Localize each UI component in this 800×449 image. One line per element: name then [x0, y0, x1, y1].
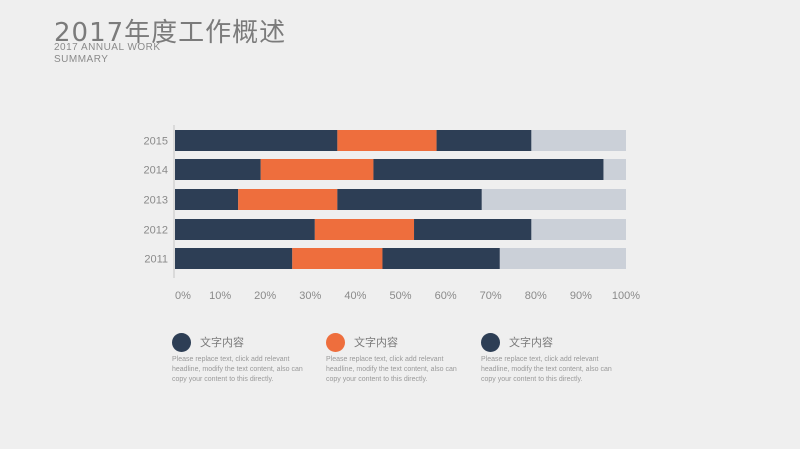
x-tick-label: 70%	[480, 290, 502, 302]
bar-segment	[337, 189, 482, 210]
bar-segment	[175, 248, 293, 269]
bar-segment	[382, 248, 500, 269]
legend-dot	[481, 333, 500, 352]
x-tick-label: 100%	[612, 290, 640, 302]
bar-segment	[414, 219, 532, 240]
bar-segment	[175, 130, 338, 151]
x-tick-label: 60%	[435, 290, 457, 302]
bar-segment	[238, 189, 338, 210]
legend-label: 文字内容	[354, 336, 398, 349]
legend-label: 文字内容	[200, 336, 244, 349]
bar-segment	[175, 189, 239, 210]
bar-segment	[314, 219, 415, 240]
legend-description: Please replace text, click add relevant …	[172, 356, 303, 383]
legend-description: Please replace text, click add relevant …	[326, 356, 457, 383]
bar-segment	[337, 130, 437, 151]
legend-dot	[172, 333, 191, 352]
x-tick-label: 30%	[299, 290, 321, 302]
x-tick-label: 10%	[209, 290, 231, 302]
legend-label: 文字内容	[509, 336, 553, 349]
category-label: 2013	[144, 195, 168, 207]
bar-segment	[175, 159, 261, 180]
x-tick-label: 90%	[570, 290, 592, 302]
bar-segment	[260, 159, 374, 180]
x-tick-label: 50%	[389, 290, 411, 302]
bar-segment	[175, 219, 315, 240]
page-subtitle: 2017 ANNUAL WORK SUMMARY	[54, 42, 161, 65]
category-label: 2015	[144, 136, 168, 148]
legend-description: Please replace text, click add relevant …	[481, 356, 612, 383]
x-tick-label: 0%	[175, 290, 191, 302]
category-label: 2012	[144, 225, 168, 237]
x-tick-label: 80%	[525, 290, 547, 302]
page-title: 2017年度工作概述	[54, 18, 287, 48]
legend-dot	[326, 333, 345, 352]
bar-segment	[292, 248, 383, 269]
x-tick-label: 20%	[254, 290, 276, 302]
bar-segment	[373, 159, 604, 180]
category-label: 2014	[144, 165, 168, 177]
x-tick-label: 40%	[344, 290, 366, 302]
category-label: 2011	[144, 254, 168, 266]
bar-segment	[436, 130, 532, 151]
